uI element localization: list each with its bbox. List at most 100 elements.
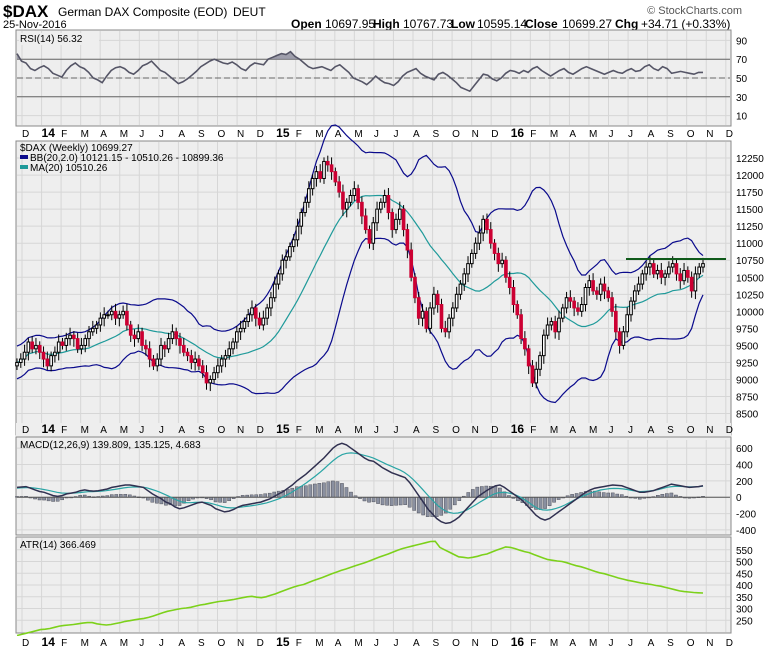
- candle-up: [621, 331, 626, 346]
- candle-down: [507, 276, 512, 289]
- candle-up: [18, 358, 23, 363]
- date-tick-label: 14: [42, 422, 56, 436]
- rsi-legend: RSI(14) 56.32: [20, 34, 83, 45]
- date-tick-label: N: [237, 425, 244, 436]
- candle-down: [674, 263, 679, 275]
- date-tick-label: O: [452, 425, 460, 436]
- chg-value: +34.71 (+0.33%): [641, 17, 730, 31]
- candle-up: [280, 259, 285, 275]
- date-tick-label: A: [100, 638, 107, 649]
- candle-down: [75, 338, 80, 350]
- date-axis-top: D 14 F M A M J J A S O N D 15 F M A M J J A S O N D 16 F M A M J J A S O N D: [16, 126, 733, 141]
- candle-up: [469, 252, 474, 265]
- date-tick-label: A: [648, 425, 655, 436]
- macd-histogram-bar: [263, 493, 268, 498]
- macd-histogram-bar: [394, 497, 398, 506]
- candle-up: [159, 344, 163, 360]
- candle-up: [288, 246, 292, 258]
- rsi-panel: 10 30 50 70 90 RSI(14) 56.32: [15, 29, 748, 127]
- candle-down: [41, 351, 46, 360]
- date-tick-label: J: [609, 129, 614, 140]
- date-tick-label: D: [726, 638, 733, 649]
- candle-down: [45, 358, 50, 367]
- macd-histogram-bar: [55, 497, 60, 502]
- date-tick-label: J: [628, 425, 633, 436]
- candle-down: [204, 372, 209, 384]
- candle-up: [56, 341, 61, 353]
- candle-up: [299, 212, 304, 227]
- macd-histogram-bar: [552, 497, 556, 503]
- date-tick-label: J: [628, 638, 633, 649]
- macd-histogram-bar: [601, 492, 606, 498]
- candle-up: [629, 300, 633, 316]
- candle-up: [83, 338, 88, 346]
- candle-down: [337, 181, 341, 193]
- low-value: 10595.14: [477, 17, 527, 31]
- date-tick-label: O: [218, 638, 226, 649]
- date-tick-label: M: [315, 129, 323, 140]
- candle-up: [90, 327, 95, 333]
- close-value: 10699.27: [562, 17, 612, 31]
- high-label: High: [373, 17, 400, 31]
- date-tick-label: M: [120, 638, 128, 649]
- candle-down: [617, 331, 622, 346]
- macd-histogram-bar: [222, 497, 227, 503]
- candle-down: [606, 290, 611, 299]
- candle-up: [420, 310, 425, 319]
- date-tick-label: J: [628, 129, 633, 140]
- date-tick-label: 15: [276, 422, 290, 436]
- date-tick-label: D: [22, 425, 29, 436]
- candle-down: [363, 215, 368, 231]
- candle-down: [591, 280, 595, 292]
- candle-down: [386, 195, 391, 214]
- candle-up: [216, 365, 220, 374]
- candle-up: [636, 283, 641, 292]
- date-tick-label: 15: [276, 126, 290, 140]
- macd-histogram-bar: [299, 485, 304, 498]
- candle-up: [117, 314, 122, 319]
- date-tick-label: M: [354, 129, 362, 140]
- y-tick-label: -200: [736, 510, 756, 521]
- date-tick-label: A: [178, 425, 185, 436]
- date-tick-label: A: [413, 129, 420, 140]
- y-tick-label: 500: [736, 558, 753, 569]
- candle-up: [276, 273, 281, 285]
- date-tick-label: A: [100, 425, 107, 436]
- candle-up: [545, 324, 550, 336]
- candle-up: [272, 283, 277, 299]
- candle-down: [602, 283, 607, 292]
- candle-up: [632, 290, 637, 302]
- candle-down: [125, 310, 129, 326]
- instrument-name: German DAX Composite (EOD): [58, 5, 227, 19]
- date-tick-label: M: [120, 425, 128, 436]
- date-tick-label: M: [550, 129, 558, 140]
- candle-up: [235, 331, 239, 343]
- candle-up: [466, 263, 470, 275]
- macd-histogram-bar: [317, 483, 322, 498]
- date-tick-label: N: [237, 129, 244, 140]
- date-tick-label: D: [22, 129, 29, 140]
- candle-down: [572, 300, 576, 309]
- candle-up: [15, 361, 19, 367]
- candle-up: [447, 317, 451, 333]
- y-tick-label: 12250: [736, 154, 764, 165]
- candle-up: [344, 201, 349, 210]
- y-tick-label: 10250: [736, 290, 764, 301]
- macd-histogram-bar: [186, 497, 191, 502]
- date-tick-label: J: [374, 129, 379, 140]
- candle-up: [451, 307, 455, 319]
- candle-up: [598, 283, 603, 295]
- candle-up: [303, 201, 307, 214]
- candle-down: [614, 310, 618, 333]
- date-tick-label: N: [706, 425, 713, 436]
- date-tick-label: F: [296, 425, 302, 436]
- candle-up: [371, 222, 376, 244]
- macd-histogram-bar: [362, 497, 367, 502]
- macd-histogram-bar: [380, 497, 385, 506]
- date-tick-label: S: [198, 425, 205, 436]
- candle-down: [526, 348, 531, 367]
- candle-down: [360, 201, 364, 217]
- date-tick-label: M: [354, 425, 362, 436]
- date-tick-label: M: [81, 425, 89, 436]
- candle-down: [504, 259, 508, 278]
